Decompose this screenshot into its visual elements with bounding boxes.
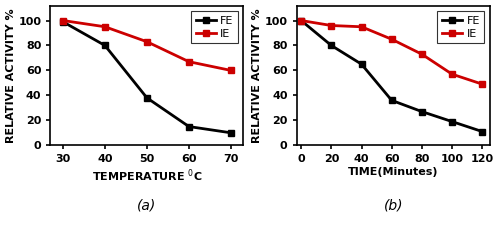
Line: FE: FE	[298, 17, 486, 135]
Y-axis label: RELATIVE ACTIVITY %: RELATIVE ACTIVITY %	[252, 8, 262, 143]
FE	[479, 130, 485, 133]
Text: (b): (b)	[384, 198, 403, 212]
Y-axis label: RELATIVE ACTIVITY %: RELATIVE ACTIVITY %	[6, 8, 16, 143]
Text: (a): (a)	[138, 198, 156, 212]
IE	[298, 19, 304, 22]
Legend: FE, IE: FE, IE	[438, 11, 484, 43]
FE	[186, 125, 192, 128]
FE	[144, 96, 150, 99]
X-axis label: TIME(Minutes): TIME(Minutes)	[348, 167, 438, 177]
Line: IE: IE	[298, 17, 486, 87]
Line: IE: IE	[60, 17, 234, 74]
FE	[228, 131, 234, 134]
IE	[102, 25, 108, 28]
FE	[419, 110, 425, 113]
IE	[228, 69, 234, 72]
IE	[144, 40, 150, 43]
Line: FE: FE	[60, 19, 234, 136]
IE	[419, 53, 425, 56]
IE	[449, 73, 455, 75]
IE	[358, 25, 364, 28]
IE	[479, 83, 485, 86]
FE	[449, 120, 455, 123]
FE	[102, 44, 108, 47]
FE	[388, 99, 394, 102]
IE	[328, 24, 334, 27]
X-axis label: TEMPERATURE $^0$C: TEMPERATURE $^0$C	[92, 167, 202, 184]
FE	[328, 44, 334, 47]
FE	[298, 19, 304, 22]
IE	[186, 60, 192, 63]
FE	[358, 63, 364, 65]
IE	[60, 19, 66, 22]
Legend: FE, IE: FE, IE	[191, 11, 238, 43]
FE	[60, 20, 66, 23]
IE	[388, 38, 394, 41]
